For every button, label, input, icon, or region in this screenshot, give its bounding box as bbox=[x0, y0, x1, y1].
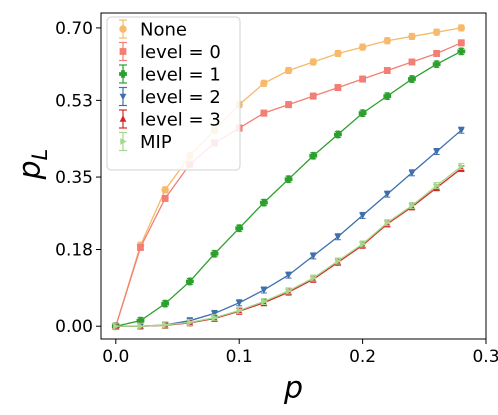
data-point bbox=[358, 109, 367, 118]
data-point bbox=[309, 92, 317, 100]
legend-box bbox=[106, 16, 241, 171]
data-point bbox=[137, 322, 145, 330]
data-point bbox=[161, 186, 169, 194]
legend-marker bbox=[119, 115, 127, 122]
data-point bbox=[260, 79, 268, 88]
data-point bbox=[137, 243, 144, 251]
series-5 bbox=[112, 162, 466, 330]
y-tick-label: 0.18 bbox=[55, 241, 93, 261]
data-point bbox=[335, 257, 342, 265]
data-point bbox=[162, 321, 169, 329]
data-point bbox=[358, 43, 367, 51]
data-point bbox=[408, 170, 416, 177]
data-point bbox=[211, 310, 218, 318]
data-point bbox=[409, 202, 416, 210]
legend-marker bbox=[119, 93, 127, 101]
data-point bbox=[383, 36, 391, 45]
legend-marker bbox=[119, 70, 127, 78]
data-point bbox=[161, 194, 169, 202]
data-point bbox=[432, 28, 441, 36]
data-point bbox=[260, 109, 268, 117]
data-point bbox=[408, 58, 416, 66]
axes: 0.0 0.1 0.2 0.3 0.00 0.18 0.35 0.53 0.70 bbox=[55, 12, 498, 367]
data-point bbox=[261, 298, 268, 305]
y-axis-label: pL bbox=[13, 149, 52, 181]
data-point bbox=[113, 322, 120, 330]
data-point bbox=[334, 234, 342, 241]
data-point bbox=[235, 300, 243, 307]
data-point bbox=[309, 253, 317, 260]
data-point bbox=[458, 163, 466, 170]
data-point bbox=[211, 314, 219, 322]
data-point bbox=[260, 287, 268, 294]
legend-label: level = 2 bbox=[140, 87, 221, 108]
data-point bbox=[383, 92, 392, 101]
data-point bbox=[433, 50, 441, 57]
data-point bbox=[384, 219, 392, 227]
data-point bbox=[309, 58, 317, 66]
data-point bbox=[457, 39, 465, 47]
data-point bbox=[187, 318, 194, 326]
data-point bbox=[285, 272, 292, 279]
legend-label: None bbox=[140, 20, 187, 41]
legend-marker bbox=[119, 48, 127, 55]
data-point bbox=[310, 274, 317, 282]
data-point bbox=[457, 47, 466, 56]
data-point bbox=[334, 49, 342, 58]
data-point bbox=[161, 299, 170, 308]
data-point bbox=[408, 75, 416, 83]
data-point bbox=[185, 277, 194, 286]
data-point bbox=[284, 66, 293, 75]
data-point bbox=[433, 182, 441, 189]
legend-marker bbox=[119, 25, 127, 33]
data-point bbox=[432, 60, 441, 69]
data-point bbox=[235, 224, 244, 233]
data-point bbox=[457, 127, 465, 134]
data-point bbox=[259, 198, 268, 207]
legend-label: level = 3 bbox=[140, 110, 221, 131]
data-point bbox=[359, 212, 367, 220]
y-tick-label: 0.00 bbox=[55, 317, 93, 337]
x-tick-label: 0.3 bbox=[472, 347, 498, 367]
data-point bbox=[309, 151, 318, 160]
data-point bbox=[457, 24, 466, 32]
data-point bbox=[408, 32, 416, 41]
x-tick-label: 0.0 bbox=[102, 347, 129, 367]
data-point bbox=[359, 240, 367, 248]
data-point bbox=[285, 101, 292, 109]
axes-frame bbox=[100, 12, 487, 340]
data-point bbox=[383, 191, 391, 198]
data-point bbox=[334, 84, 342, 91]
data-point bbox=[284, 175, 293, 184]
data-point bbox=[433, 148, 441, 156]
data-point bbox=[383, 67, 391, 74]
y-tick-label: 0.35 bbox=[55, 168, 93, 188]
legend-label: level = 1 bbox=[140, 65, 221, 86]
data-point bbox=[334, 130, 342, 139]
series-layer bbox=[111, 24, 466, 331]
y-tick-label: 0.53 bbox=[55, 91, 93, 111]
legend-marker bbox=[120, 138, 127, 145]
data-point bbox=[210, 249, 219, 258]
legend-label: MIP bbox=[140, 132, 172, 153]
data-point bbox=[236, 307, 243, 314]
x-tick-label: 0.1 bbox=[226, 347, 253, 367]
data-point bbox=[136, 316, 145, 325]
legend-label: level = 0 bbox=[140, 42, 221, 63]
data-point bbox=[285, 287, 293, 295]
data-point bbox=[359, 75, 367, 83]
x-axis-label: p bbox=[283, 371, 303, 406]
y-tick-label: 0.70 bbox=[55, 19, 93, 39]
x-tick-label: 0.2 bbox=[349, 347, 376, 367]
